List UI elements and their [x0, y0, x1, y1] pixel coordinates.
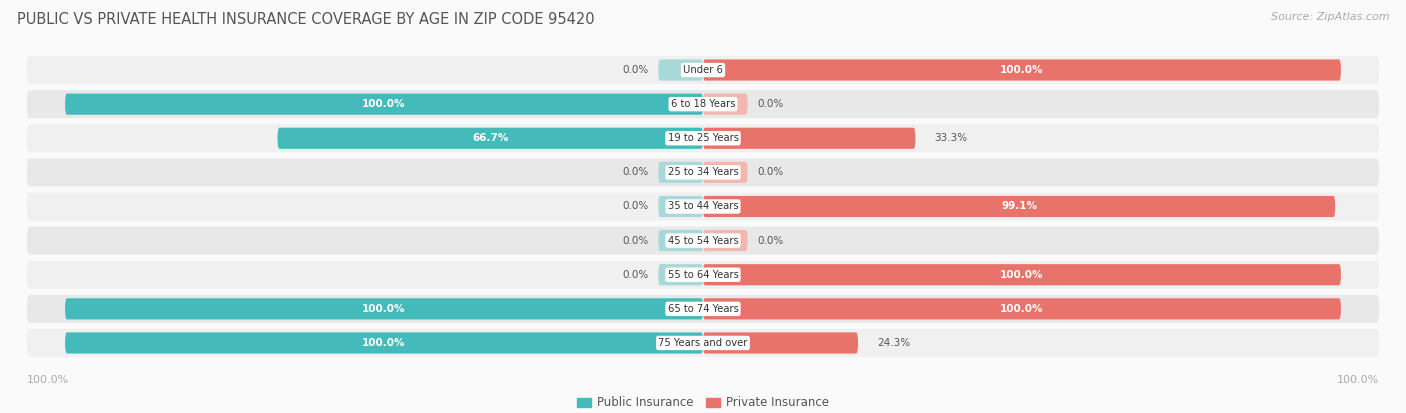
FancyBboxPatch shape — [658, 162, 703, 183]
Text: 100.0%: 100.0% — [1000, 65, 1043, 75]
FancyBboxPatch shape — [703, 264, 1341, 285]
Text: 100.0%: 100.0% — [27, 375, 69, 385]
FancyBboxPatch shape — [703, 298, 1341, 319]
Text: 0.0%: 0.0% — [758, 167, 783, 177]
FancyBboxPatch shape — [703, 230, 748, 251]
Text: Source: ZipAtlas.com: Source: ZipAtlas.com — [1271, 12, 1389, 22]
FancyBboxPatch shape — [27, 90, 1379, 118]
FancyBboxPatch shape — [27, 227, 1379, 254]
FancyBboxPatch shape — [27, 159, 1379, 186]
FancyBboxPatch shape — [27, 124, 1379, 152]
Text: 24.3%: 24.3% — [877, 338, 910, 348]
FancyBboxPatch shape — [27, 261, 1379, 289]
FancyBboxPatch shape — [27, 56, 1379, 84]
FancyBboxPatch shape — [27, 295, 1379, 323]
Legend: Public Insurance, Private Insurance: Public Insurance, Private Insurance — [572, 392, 834, 413]
FancyBboxPatch shape — [703, 94, 748, 115]
Text: 100.0%: 100.0% — [1000, 304, 1043, 314]
Text: Under 6: Under 6 — [683, 65, 723, 75]
Text: 100.0%: 100.0% — [1000, 270, 1043, 280]
Text: 6 to 18 Years: 6 to 18 Years — [671, 99, 735, 109]
Text: 0.0%: 0.0% — [623, 270, 648, 280]
Text: 19 to 25 Years: 19 to 25 Years — [668, 133, 738, 143]
FancyBboxPatch shape — [65, 298, 703, 319]
FancyBboxPatch shape — [277, 128, 703, 149]
Text: 100.0%: 100.0% — [363, 338, 406, 348]
FancyBboxPatch shape — [703, 332, 858, 354]
Text: 25 to 34 Years: 25 to 34 Years — [668, 167, 738, 177]
FancyBboxPatch shape — [658, 264, 703, 285]
Text: PUBLIC VS PRIVATE HEALTH INSURANCE COVERAGE BY AGE IN ZIP CODE 95420: PUBLIC VS PRIVATE HEALTH INSURANCE COVER… — [17, 12, 595, 27]
Text: 0.0%: 0.0% — [758, 236, 783, 246]
Text: 0.0%: 0.0% — [623, 236, 648, 246]
Text: 65 to 74 Years: 65 to 74 Years — [668, 304, 738, 314]
FancyBboxPatch shape — [658, 59, 703, 81]
FancyBboxPatch shape — [703, 59, 1341, 81]
Text: 100.0%: 100.0% — [363, 304, 406, 314]
Text: 0.0%: 0.0% — [758, 99, 783, 109]
FancyBboxPatch shape — [658, 230, 703, 251]
Text: 0.0%: 0.0% — [623, 202, 648, 211]
FancyBboxPatch shape — [65, 94, 703, 115]
FancyBboxPatch shape — [703, 196, 1336, 217]
FancyBboxPatch shape — [703, 162, 748, 183]
Text: 100.0%: 100.0% — [1337, 375, 1379, 385]
Text: 55 to 64 Years: 55 to 64 Years — [668, 270, 738, 280]
Text: 75 Years and over: 75 Years and over — [658, 338, 748, 348]
Text: 35 to 44 Years: 35 to 44 Years — [668, 202, 738, 211]
Text: 99.1%: 99.1% — [1001, 202, 1038, 211]
FancyBboxPatch shape — [703, 128, 915, 149]
Text: 45 to 54 Years: 45 to 54 Years — [668, 236, 738, 246]
FancyBboxPatch shape — [658, 196, 703, 217]
Text: 66.7%: 66.7% — [472, 133, 509, 143]
Text: 0.0%: 0.0% — [623, 65, 648, 75]
FancyBboxPatch shape — [27, 192, 1379, 221]
Text: 33.3%: 33.3% — [935, 133, 967, 143]
Text: 100.0%: 100.0% — [363, 99, 406, 109]
FancyBboxPatch shape — [65, 332, 703, 354]
FancyBboxPatch shape — [27, 329, 1379, 357]
Text: 0.0%: 0.0% — [623, 167, 648, 177]
